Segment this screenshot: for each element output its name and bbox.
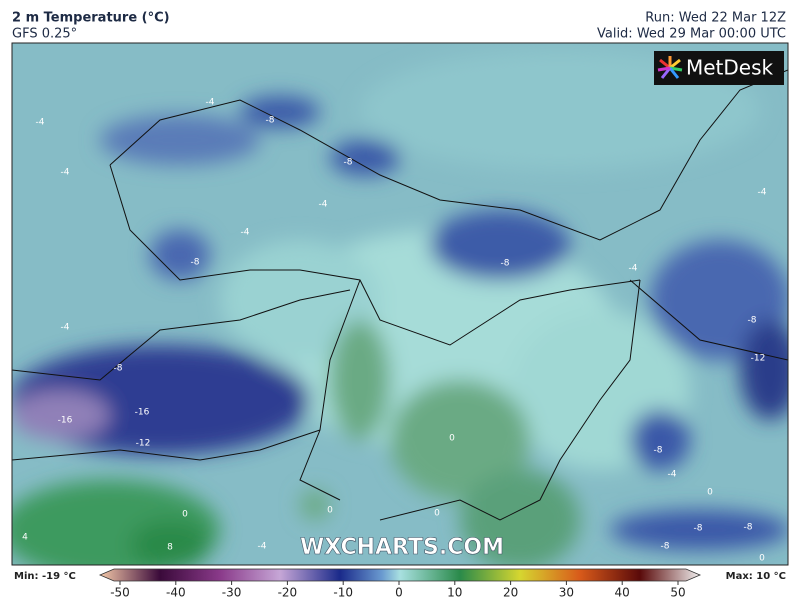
contour-label: -12 (136, 439, 151, 449)
contour-label: -4 (758, 188, 767, 198)
contour-label: -4 (36, 118, 45, 128)
contour-label: -8 (694, 524, 703, 534)
contour-label: 0 (759, 554, 765, 564)
colorbar-tick-label: 10 (447, 586, 462, 600)
contour-label: -4 (668, 470, 677, 480)
colorbar-tick-label: -30 (222, 586, 242, 600)
watermark: WXCHARTS.COM (300, 535, 504, 560)
logo: MetDesk (686, 56, 774, 80)
contour-label: -8 (114, 364, 123, 374)
contour-label: -4 (61, 168, 70, 178)
contour-label: -4 (241, 228, 250, 238)
contour-labels: -4 -4 -8 -8 -4 -4 -4 -8 -8 -4 -4 -4 -8 -16 -16 -12 -8 -12… (22, 98, 767, 564)
contour-label: 0 (327, 506, 333, 516)
contour-label: 8 (167, 543, 173, 553)
colorbar-ticks: -50 -40 -30 -20 -10 0 10 20 30 40 50 (110, 581, 686, 600)
valid: Valid: Wed 29 Mar 00:00 UTC (597, 27, 786, 42)
contour-label: -4 (258, 542, 267, 552)
colorbar-tick-label: 20 (503, 586, 518, 600)
colorbar-tick-label: -20 (278, 586, 298, 600)
contour-label: -8 (191, 258, 200, 268)
contour-label: -8 (501, 259, 510, 269)
contour-label: -8 (266, 116, 275, 126)
contour-label: 0 (449, 434, 455, 444)
map-frame (11, 42, 789, 566)
colorbar-tick-label: 50 (670, 586, 685, 600)
colorbar (98, 568, 702, 582)
contour-label: -16 (58, 416, 73, 426)
map: -4 -4 -8 -8 -4 -4 -4 -8 -8 -4 -4 -4 -8 -16 -16 -12 -8 -12… (12, 43, 788, 565)
contour-label: -12 (751, 354, 766, 364)
contour-label: 0 (182, 510, 188, 520)
borders (12, 69, 788, 521)
contour-label: 0 (707, 488, 713, 498)
contour-label: -8 (661, 542, 670, 552)
colorbar-tick-label: -50 (110, 586, 130, 600)
logo-icon (657, 56, 683, 79)
model: GFS 0.25° (12, 27, 77, 42)
colorbar-tick-label: -40 (166, 586, 186, 600)
contour-label: -4 (61, 323, 70, 333)
contour-label: 4 (22, 533, 28, 543)
title: 2 m Temperature (°C) (12, 11, 170, 26)
contour-label: 0 (434, 509, 440, 519)
contour-label: -8 (654, 446, 663, 456)
min-label: Min: -19 °C (14, 571, 76, 582)
run: Run: Wed 22 Mar 12Z (645, 11, 786, 26)
temperature-field (12, 50, 788, 565)
contour-label: -16 (135, 408, 150, 418)
colorbar-tick-label: 40 (615, 586, 630, 600)
contour-label: -8 (344, 158, 353, 168)
contour-label: -4 (629, 264, 638, 274)
contour-label: -8 (748, 316, 757, 326)
colorbar-tick-label: 30 (559, 586, 574, 600)
colorbar-tick-label: -10 (333, 586, 353, 600)
colorbar-tick-label: 0 (395, 586, 403, 600)
max-label: Max: 10 °C (726, 571, 786, 582)
contour-label: -4 (206, 98, 215, 108)
contour-label: -8 (744, 523, 753, 533)
contour-label: -4 (319, 200, 328, 210)
